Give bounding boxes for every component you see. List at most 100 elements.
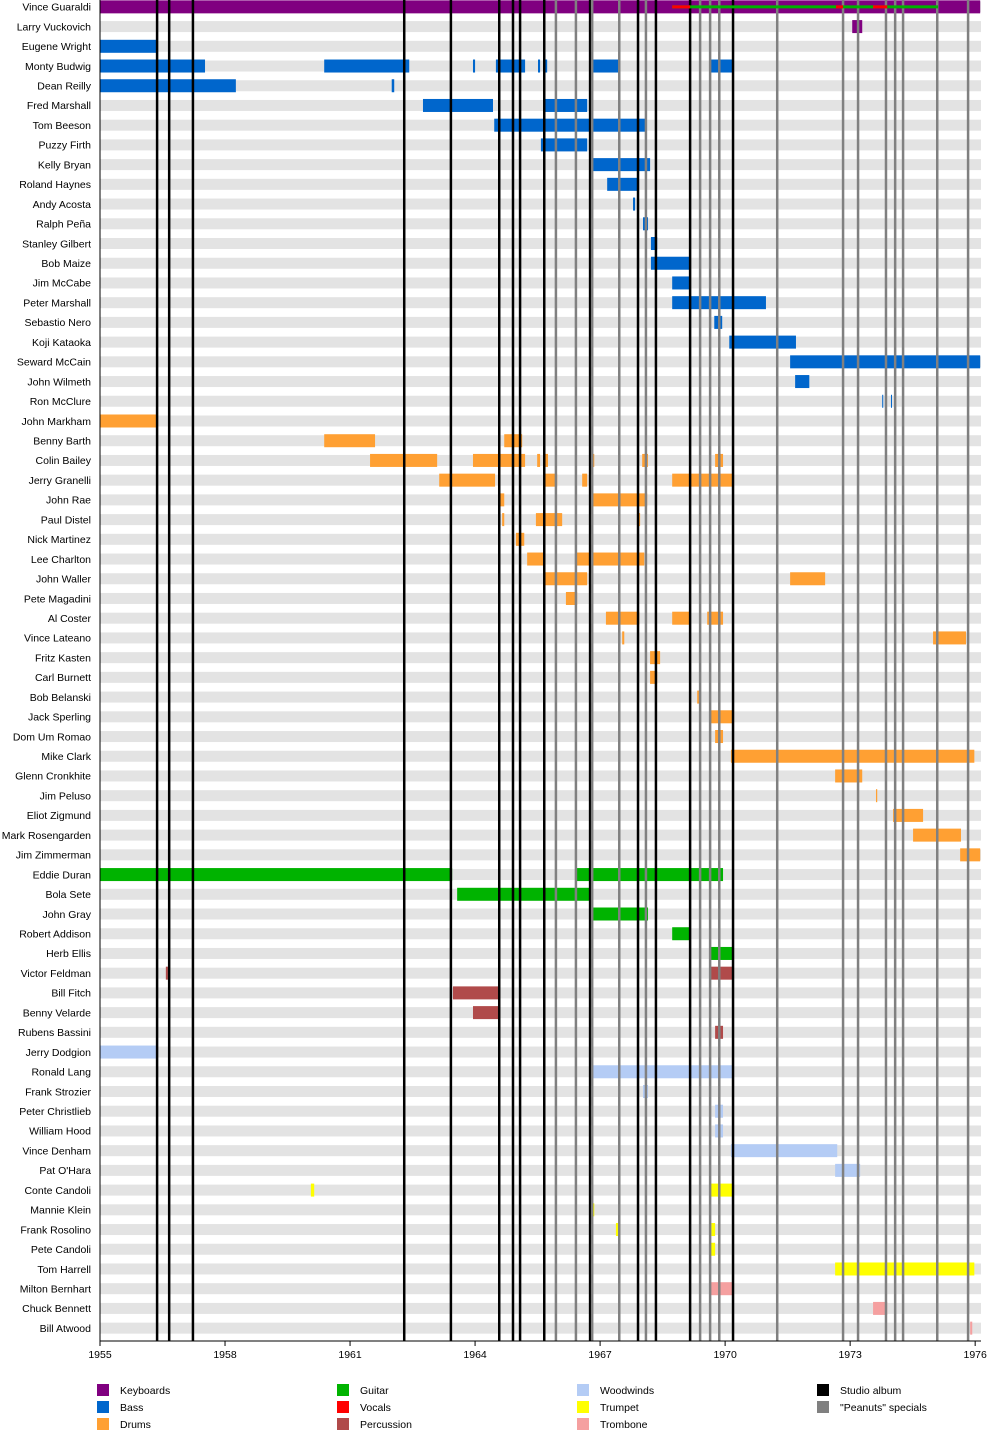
bar xyxy=(537,59,541,73)
bar xyxy=(472,1006,501,1020)
legend-label: Guitar xyxy=(360,1385,389,1397)
bar xyxy=(672,276,691,290)
member-label: Jim Peluso xyxy=(40,790,92,802)
member-label: Milton Bernhart xyxy=(20,1283,91,1295)
row-stripe xyxy=(100,1243,981,1255)
x-tick-label: 1976 xyxy=(963,1349,987,1361)
bar xyxy=(672,611,691,625)
member-label: Nick Martinez xyxy=(27,534,91,546)
member-label: Pat O'Hara xyxy=(39,1165,91,1177)
member-label: Koji Kataoka xyxy=(32,337,91,349)
member-label: Herb Ellis xyxy=(46,948,91,960)
member-label: Pete Magadini xyxy=(24,593,91,605)
member-label: Roland Haynes xyxy=(19,179,91,191)
row-stripe xyxy=(100,198,981,210)
member-label: Puzzy Firth xyxy=(38,140,91,152)
bar xyxy=(729,335,796,349)
bar xyxy=(605,611,640,625)
x-tick-label: 1961 xyxy=(338,1349,362,1361)
legend-swatch xyxy=(97,1401,109,1413)
bar xyxy=(100,414,158,428)
bar xyxy=(452,986,501,1000)
bar xyxy=(672,473,734,487)
member-label: Monty Budwig xyxy=(25,61,91,73)
x-tick-label: 1970 xyxy=(713,1349,737,1361)
axes: 1955 1958 1961 1964 1967 1970 1973 1976 xyxy=(88,0,987,1361)
row-stripe xyxy=(100,652,981,664)
member-label: Tom Beeson xyxy=(33,120,92,132)
secondary-bar xyxy=(672,5,691,9)
bar xyxy=(100,0,981,14)
secondary-bars xyxy=(672,5,939,9)
bar xyxy=(893,808,924,822)
member-label: Vince Guaraldi xyxy=(22,2,91,14)
row-stripe xyxy=(100,1007,981,1019)
bar xyxy=(500,493,505,507)
legend-swatch xyxy=(817,1384,829,1396)
member-label: Al Coster xyxy=(48,613,92,625)
bar xyxy=(422,98,493,112)
member-label: Sebastio Nero xyxy=(24,317,91,329)
row-stripe xyxy=(100,573,981,585)
row-stripe xyxy=(100,967,981,979)
legend-label: Vocals xyxy=(360,1402,391,1414)
row-stripe xyxy=(100,731,981,743)
bar xyxy=(544,98,588,112)
legend-swatch xyxy=(337,1418,349,1430)
bar xyxy=(527,552,546,566)
row-stripe xyxy=(100,257,981,269)
bar xyxy=(709,1183,734,1197)
secondary-bar xyxy=(672,5,939,9)
row-stripe xyxy=(100,356,981,368)
bar xyxy=(709,59,734,73)
row-stripe xyxy=(100,454,981,466)
bar xyxy=(709,966,734,980)
secondary-bar xyxy=(873,5,888,9)
row-stripe xyxy=(100,928,981,940)
bar xyxy=(537,453,541,467)
member-label: Peter Marshall xyxy=(23,297,91,309)
member-label: Benny Velarde xyxy=(23,1007,91,1019)
member-label: Mark Rosengarden xyxy=(2,830,91,842)
row-stripe xyxy=(100,908,981,920)
bar xyxy=(100,59,206,73)
bar xyxy=(873,1301,888,1315)
member-label: Glenn Cronkhite xyxy=(15,771,91,783)
row-stripe xyxy=(100,99,981,111)
bar xyxy=(790,572,826,586)
member-label: Mike Clark xyxy=(41,751,91,763)
row-labels: Vince Guaraldi Larry Vuckovich Eugene Wrig… xyxy=(2,2,92,1335)
member-label: John Rae xyxy=(46,495,91,507)
member-label: Carl Burnett xyxy=(35,672,91,684)
bar xyxy=(324,59,410,73)
legend-label: Trombone xyxy=(600,1419,648,1431)
legend-label: Drums xyxy=(120,1419,151,1431)
member-label: John Wilmeth xyxy=(27,376,91,388)
bar xyxy=(457,887,591,901)
row-stripe xyxy=(100,711,981,723)
member-label: Ralph Peña xyxy=(36,219,91,231)
legend-label: Bass xyxy=(120,1402,143,1414)
row-stripe xyxy=(100,21,981,33)
member-label: Colin Bailey xyxy=(36,455,92,467)
bar xyxy=(540,138,588,152)
member-label: Eddie Duran xyxy=(33,869,92,881)
bar xyxy=(582,473,588,487)
bar xyxy=(502,513,505,527)
row-stripe xyxy=(100,178,981,190)
member-label: Ron McClure xyxy=(30,396,91,408)
x-tick-label: 1973 xyxy=(838,1349,862,1361)
bar xyxy=(730,749,975,763)
member-label: Fritz Kasten xyxy=(35,652,91,664)
row-stripe xyxy=(100,869,981,881)
bar xyxy=(697,690,700,704)
row-stripe xyxy=(100,336,981,348)
x-tick-label: 1955 xyxy=(88,1349,112,1361)
x-tick-label: 1964 xyxy=(463,1349,487,1361)
bar xyxy=(633,197,636,211)
row-stripe xyxy=(100,1125,981,1137)
member-label: Dom Um Romao xyxy=(13,731,91,743)
bar xyxy=(622,631,625,645)
row-stripe xyxy=(100,809,981,821)
